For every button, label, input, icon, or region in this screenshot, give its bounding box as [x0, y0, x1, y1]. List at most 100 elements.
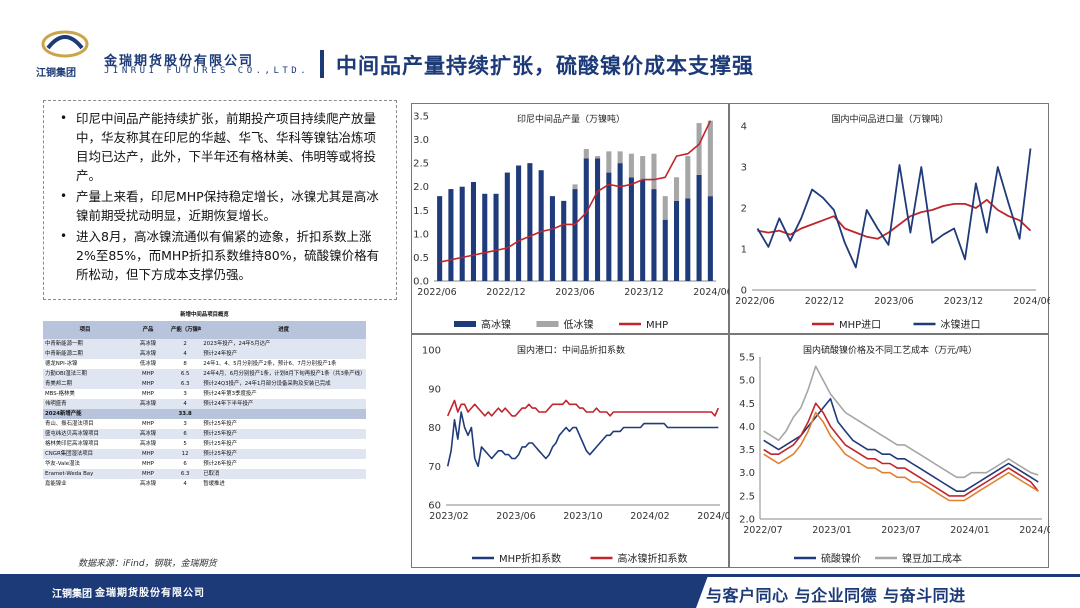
legend-label: MHP — [646, 320, 668, 331]
x-tick-label: 2024/06 — [1013, 296, 1050, 307]
table-row: MBS-格林美 MHP 3 预计24年第3季度投产 — [43, 389, 366, 399]
table-cell-project: 2024新增产能 — [43, 409, 127, 419]
title-accent-bar — [320, 50, 324, 78]
table-cell-project: 青山、振石湿法项目 — [43, 419, 127, 429]
table-cell-project: 中青新能源一期 — [43, 339, 127, 349]
y-tick-label: 5.0 — [739, 376, 755, 387]
bar-高冰镍 — [459, 186, 465, 281]
legend-label: 低冰镍 — [564, 318, 594, 331]
bar-高冰镍 — [561, 200, 567, 281]
table-cell-capacity: 33.8 — [168, 409, 202, 419]
legend-label: MHP进口 — [839, 319, 881, 331]
x-tick-label: 2024/06 — [693, 287, 730, 298]
bar-高冰镍 — [696, 174, 702, 281]
table-cell-project: 嘉能镍业 — [43, 479, 127, 489]
table-cell-product: 高冰镍 — [126, 479, 169, 489]
y-tick-label: 80 — [428, 423, 441, 434]
bar-高冰镍 — [448, 189, 454, 281]
legend-swatch — [536, 321, 559, 327]
x-tick-label: 2022/07 — [743, 525, 782, 536]
table-cell-project: 华友-Vale湿法 — [43, 459, 127, 469]
table-cell-capacity: 4 — [168, 479, 202, 489]
table-cell-project: 格林美印尼高冰镍项目 — [43, 439, 127, 449]
bar-高冰镍 — [470, 182, 477, 281]
bar-低冰镍 — [640, 156, 646, 180]
table-cell-capacity: 8 — [168, 359, 202, 369]
table-cell-capacity: 5 — [168, 439, 202, 449]
x-tick-label: 2023/02 — [429, 511, 468, 522]
project-table: 新增中间品项目概览 项目 产品 产能（万镍吨） 进度 中青新能源一期高冰镍220… — [43, 310, 366, 551]
bar-低冰镍 — [595, 156, 601, 159]
x-tick-label: 2024/07 — [1019, 525, 1050, 536]
chart-panel-indonesia-output: 印尼中间品产量（万镍吨） 0.0 0.5 1.0 1.5 2.0 2.5 3.0 3.5 2022… — [411, 103, 730, 334]
series-line — [757, 198, 1032, 240]
table-cell-note: 预计25年投产 — [201, 419, 366, 429]
chart-panel-discount-coefficient: 国内港口：中间品折扣系数 60 70 80 90 100 2023/02 2023/06 202… — [411, 334, 730, 568]
y-tick-label: 1.5 — [413, 206, 429, 217]
bar-低冰镍 — [628, 153, 634, 178]
summary-textbox: 印尼中间品产能持续扩张，前期投产项目持续爬产放量中，华友称其在印尼的华越、华飞、… — [43, 100, 397, 300]
table-cell-capacity: 6.5 — [168, 369, 202, 379]
y-tick-label: 100 — [422, 346, 441, 357]
table-cell-product: MHP — [126, 469, 169, 479]
table-row: 德龙NPI-冰镍 低冰镍 8 24年1、4、5月分别投产2条，预计6、7月分别投产1条 — [43, 359, 366, 369]
x-tick-label: 2024/06 — [697, 511, 730, 522]
bar-低冰镍 — [685, 156, 691, 199]
bar-高冰镍 — [628, 177, 634, 281]
table-row: 青美邦二期 MHP 6.3 预计24Q3投产，24年1月部分设备采购及安装已完成 — [43, 379, 366, 389]
y-tick-label: 1.0 — [413, 229, 429, 240]
y-tick-label: 3 — [741, 163, 747, 174]
table-header: 进度 — [201, 321, 366, 339]
bar-高冰镍 — [527, 163, 533, 281]
legend-swatch — [454, 321, 476, 327]
table-cell-capacity: 12 — [168, 449, 202, 459]
table-cell-product: 高冰镍 — [126, 349, 169, 359]
series-line — [763, 402, 1039, 497]
table-cell-note: 预计26年投产 — [201, 459, 366, 469]
table-cell-product: MHP — [126, 459, 169, 469]
x-tick-label: 2022/12 — [805, 296, 844, 307]
table-row: 中青新能源二期 高冰镍 4 预计24年投产 — [43, 349, 366, 359]
legend-label: 冰镍进口 — [941, 318, 981, 331]
table-row: 盛屯纬达贝高冰镍项目 高冰镍 6 预计25年投产 — [43, 429, 366, 439]
table-row: 2024新增产能 33.8 — [43, 409, 366, 419]
indonesia-output-chart: 印尼中间品产量（万镍吨） 0.0 0.5 1.0 1.5 2.0 2.5 3.0 3.5 2022… — [413, 112, 730, 332]
y-tick-label: 2.0 — [739, 515, 755, 526]
table-row: 伟明盛青 高冰镍 4 预计24年下半年投产 — [43, 399, 366, 409]
bar-高冰镍 — [606, 172, 612, 281]
group-name: 江铜集团 — [36, 68, 76, 79]
table-cell-note: 24年4月、6月分别投产1条，计划8月下旬再投产1条（共3条产线） — [201, 369, 366, 379]
bullet-item: 进入8月，高冰镍流通似有偏紧的迹象，折扣系数上涨2%至85%，而MHP折扣系数维… — [54, 227, 388, 284]
bar-高冰镍 — [673, 200, 680, 281]
x-tick-label: 2023/01 — [812, 525, 851, 536]
table-cell-product: 高冰镍 — [126, 429, 169, 439]
table-row: 力勤OBI湿法三期 MHP 6.5 24年4月、6月分别投产1条，计划8月下旬再投产1… — [43, 369, 366, 379]
table-cell-note: 预计24年投产 — [201, 349, 366, 359]
table-cell-project: 德龙NPI-冰镍 — [43, 359, 127, 369]
y-tick-label: 0 — [741, 286, 747, 297]
y-tick-label: 5.5 — [739, 353, 755, 364]
nickel-sulfate-cost-chart: 国内硫酸镍价格及不同工艺成本（万元/吨） 2.0 2.5 3.0 3.5 4.0 4.5 5.… — [739, 344, 1050, 565]
x-tick-label: 2023/06 — [874, 296, 913, 307]
bar-高冰镍 — [437, 196, 443, 281]
x-tick-label: 2022/12 — [486, 287, 525, 298]
x-tick-label: 2024/01 — [950, 525, 989, 536]
bar-高冰镍 — [516, 165, 522, 281]
bar-高冰镍 — [662, 219, 668, 281]
table-cell-note: 预计25年投产 — [201, 429, 366, 439]
bar-高冰镍 — [493, 193, 499, 281]
bar-高冰镍 — [583, 158, 589, 281]
header: 江铜集团 金瑞期货股份有限公司 JINRUI FUTURES CO.,LTD. … — [0, 0, 1080, 92]
x-tick-label: 2022/06 — [417, 287, 456, 298]
y-tick-label: 70 — [428, 462, 441, 473]
data-source: 数据来源：iFind，钢联，金瑞期货 — [78, 559, 217, 569]
table-cell-capacity: 2 — [168, 339, 202, 349]
y-tick-label: 2.5 — [413, 159, 429, 170]
table-cell-note: 预计25年投产 — [201, 449, 366, 459]
series-line — [763, 397, 1039, 492]
footer-slogan-bg — [696, 577, 1080, 608]
bar-高冰镍 — [595, 158, 601, 281]
x-tick-label: 2023/06 — [555, 287, 594, 298]
bullet-item: 产量上来看，印尼MHP保持稳定增长，冰镍尤其是高冰镍前期受扰动明显，近期恢复增长… — [54, 187, 388, 225]
bar-低冰镍 — [572, 184, 578, 190]
